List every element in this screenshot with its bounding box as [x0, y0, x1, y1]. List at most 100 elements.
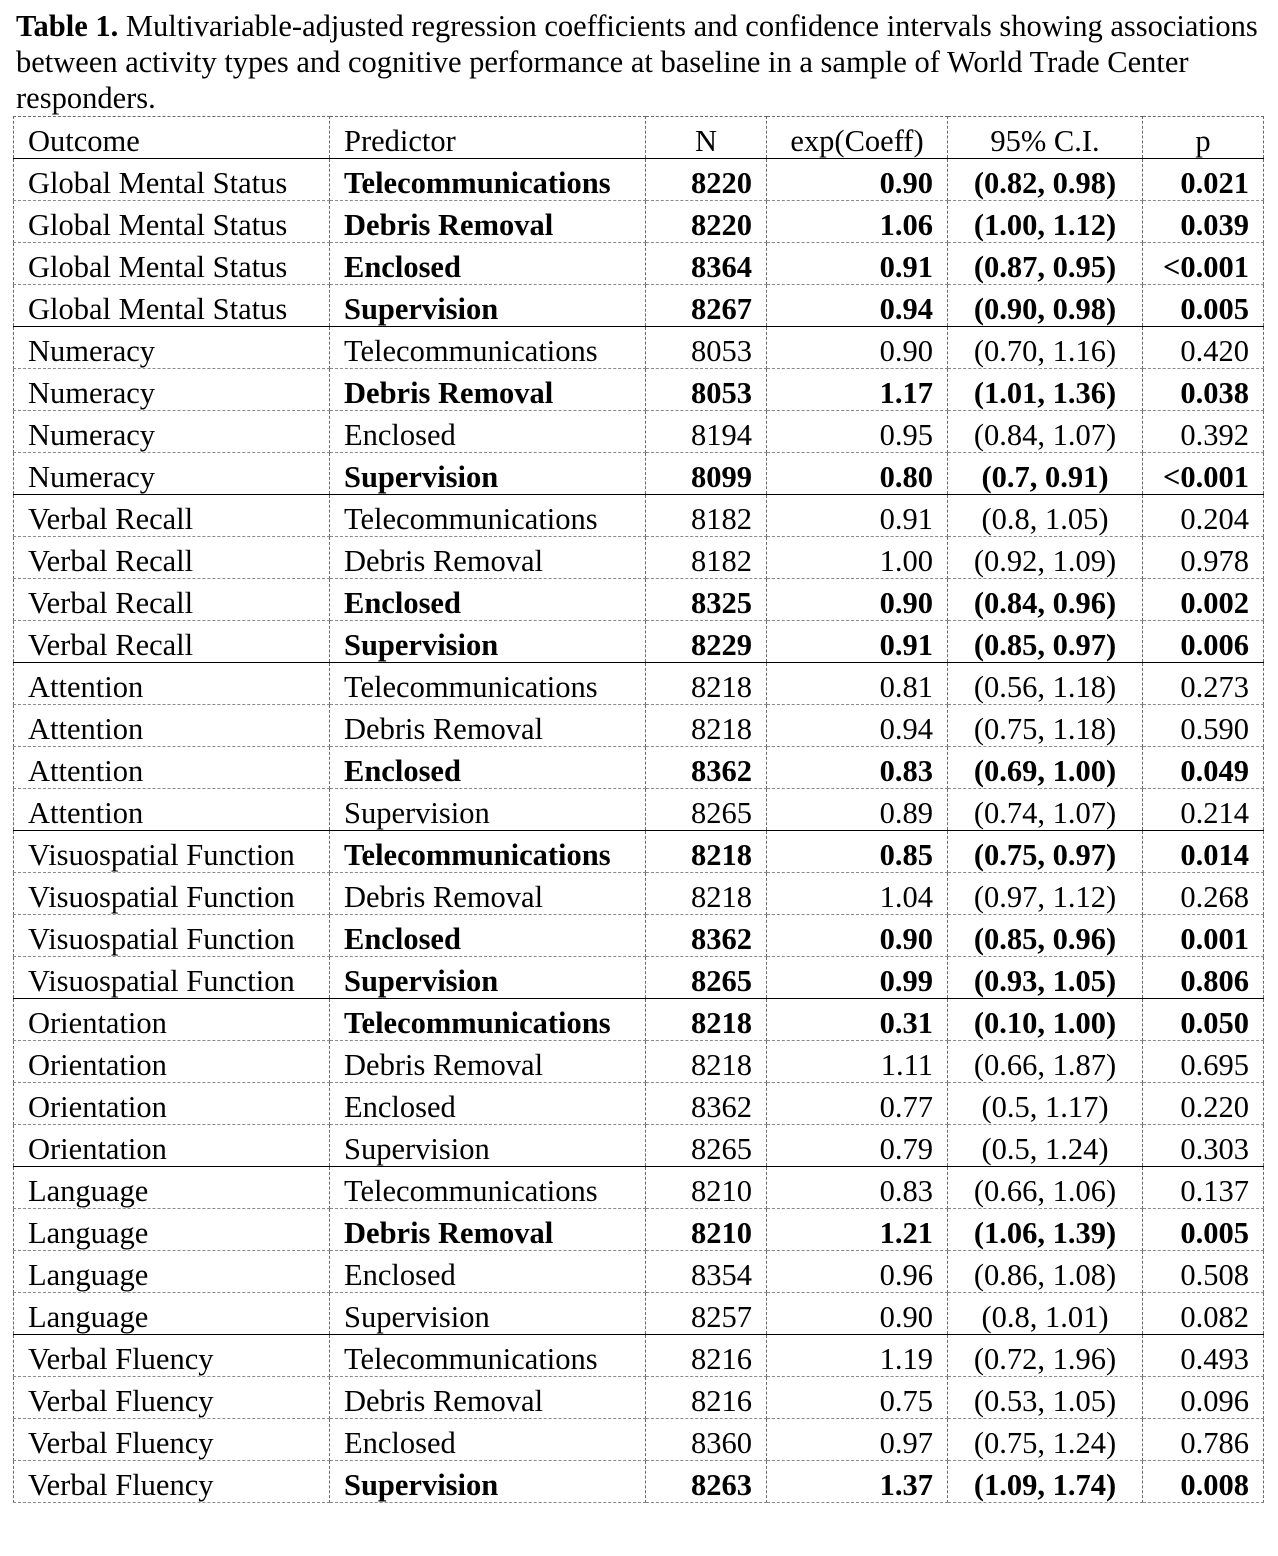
header-row: Outcome Predictor N exp(Coeff) 95% C.I. … [13, 116, 1264, 159]
cell-p: 0.493 [1142, 1334, 1264, 1377]
cell-p: 0.038 [1142, 368, 1264, 411]
cell-p: 0.268 [1142, 872, 1264, 915]
cell-outcome: Orientation [13, 1124, 330, 1167]
table-row: Verbal Fluency Telecommunications 8216 1.19… [13, 1334, 1264, 1377]
cell-outcome: Language [13, 1208, 330, 1251]
col-header-ci: 95% C.I. [947, 116, 1143, 159]
cell-predictor: Enclosed [329, 746, 646, 789]
cell-outcome: Language [13, 1292, 330, 1335]
cell-p: 0.220 [1142, 1082, 1264, 1125]
table-row: Language Debris Removal 8210 1.21 (1.06, 1.3… [13, 1208, 1264, 1251]
cell-predictor: Enclosed [329, 1418, 646, 1461]
cell-outcome: Orientation [13, 998, 330, 1041]
cell-outcome: Verbal Fluency [13, 1460, 330, 1503]
table-row: Global Mental Status Supervision 8267 0.94(… [13, 284, 1264, 327]
cell-coeff: 1.37 [766, 1460, 948, 1503]
cell-ci: (0.90, 0.98) [947, 284, 1143, 327]
cell-predictor: Telecommunications [329, 158, 646, 201]
cell-coeff: 0.90 [766, 914, 948, 957]
table-row: Language Enclosed 8354 0.96 (0.86, 1.08) 0.50… [13, 1250, 1264, 1293]
cell-ci: (0.75, 1.24) [947, 1418, 1143, 1461]
cell-coeff: 0.79 [766, 1124, 948, 1167]
cell-p: 0.214 [1142, 788, 1264, 831]
cell-n: 8364 [645, 242, 767, 285]
cell-n: 8229 [645, 620, 767, 663]
table-row: Orientation Enclosed 8362 0.77 (0.5, 1.17) 0.… [13, 1082, 1264, 1125]
cell-ci: (0.84, 0.96) [947, 578, 1143, 621]
cell-n: 8218 [645, 872, 767, 915]
cell-ci: (0.85, 0.97) [947, 620, 1143, 663]
cell-p: 0.420 [1142, 326, 1264, 369]
table-row: Language Telecommunications 8210 0.83 (0.66,… [13, 1166, 1264, 1209]
table-row: Verbal Fluency Supervision 8263 1.37 (1.09, … [13, 1460, 1264, 1503]
cell-predictor: Telecommunications [329, 1166, 646, 1209]
cell-n: 8220 [645, 158, 767, 201]
cell-coeff: 1.00 [766, 536, 948, 579]
results-table: Outcome Predictor N exp(Coeff) 95% C.I. … [13, 116, 1264, 1503]
cell-coeff: 1.17 [766, 368, 948, 411]
cell-n: 8354 [645, 1250, 767, 1293]
cell-ci: (0.87, 0.95) [947, 242, 1143, 285]
cell-outcome: Verbal Fluency [13, 1334, 330, 1377]
cell-p: 0.005 [1142, 1208, 1264, 1251]
cell-predictor: Enclosed [329, 914, 646, 957]
cell-p: 0.590 [1142, 704, 1264, 747]
cell-outcome: Visuospatial Function [13, 872, 330, 915]
cell-outcome: Verbal Recall [13, 620, 330, 663]
cell-coeff: 0.96 [766, 1250, 948, 1293]
cell-p: 0.050 [1142, 998, 1264, 1041]
cell-n: 8216 [645, 1334, 767, 1377]
table-row: Language Supervision 8257 0.90 (0.8, 1.01) 0.… [13, 1292, 1264, 1335]
cell-n: 8265 [645, 1124, 767, 1167]
cell-predictor: Enclosed [329, 1082, 646, 1125]
cell-n: 8362 [645, 914, 767, 957]
cell-coeff: 0.75 [766, 1376, 948, 1419]
cell-n: 8362 [645, 1082, 767, 1125]
cell-outcome: Attention [13, 746, 330, 789]
cell-ci: (0.75, 0.97) [947, 830, 1143, 873]
cell-coeff: 0.90 [766, 1292, 948, 1335]
cell-p: 0.082 [1142, 1292, 1264, 1335]
cell-n: 8218 [645, 704, 767, 747]
cell-p: 0.137 [1142, 1166, 1264, 1209]
table-row: Numeracy Debris Removal 8053 1.17 (1.01, 1.3… [13, 368, 1264, 411]
cell-predictor: Enclosed [329, 242, 646, 285]
cell-n: 8267 [645, 284, 767, 327]
cell-coeff: 0.91 [766, 494, 948, 537]
cell-coeff: 0.97 [766, 1418, 948, 1461]
cell-ci: (0.74, 1.07) [947, 788, 1143, 831]
cell-n: 8099 [645, 452, 767, 495]
cell-n: 8053 [645, 368, 767, 411]
cell-ci: (0.75, 1.18) [947, 704, 1143, 747]
cell-predictor: Enclosed [329, 578, 646, 621]
cell-predictor: Telecommunications [329, 998, 646, 1041]
cell-outcome: Global Mental Status [13, 242, 330, 285]
cell-ci: (0.56, 1.18) [947, 662, 1143, 705]
cell-n: 8220 [645, 200, 767, 243]
cell-p: 0.014 [1142, 830, 1264, 873]
cell-coeff: 0.94 [766, 284, 948, 327]
cell-p: 0.508 [1142, 1250, 1264, 1293]
cell-ci: (0.84, 1.07) [947, 410, 1143, 453]
table-row: Verbal Fluency Debris Removal 8216 0.75 (0.5… [13, 1376, 1264, 1419]
cell-outcome: Visuospatial Function [13, 830, 330, 873]
cell-n: 8218 [645, 662, 767, 705]
cell-predictor: Enclosed [329, 1250, 646, 1293]
cell-predictor: Debris Removal [329, 536, 646, 579]
cell-coeff: 0.77 [766, 1082, 948, 1125]
cell-predictor: Telecommunications [329, 326, 646, 369]
cell-ci: (0.8, 1.01) [947, 1292, 1143, 1335]
cell-ci: (0.10, 1.00) [947, 998, 1143, 1041]
cell-coeff: 0.83 [766, 746, 948, 789]
table-row: Global Mental Status Telecommunications 82… [13, 158, 1264, 201]
cell-coeff: 0.89 [766, 788, 948, 831]
cell-n: 8360 [645, 1418, 767, 1461]
cell-coeff: 1.19 [766, 1334, 948, 1377]
cell-coeff: 0.91 [766, 242, 948, 285]
col-header-p: p [1142, 116, 1264, 159]
cell-p: 0.039 [1142, 200, 1264, 243]
cell-ci: (0.69, 1.00) [947, 746, 1143, 789]
cell-coeff: 1.06 [766, 200, 948, 243]
table-row: Global Mental Status Enclosed 8364 0.91 (0.8… [13, 242, 1264, 285]
cell-ci: (0.72, 1.96) [947, 1334, 1143, 1377]
